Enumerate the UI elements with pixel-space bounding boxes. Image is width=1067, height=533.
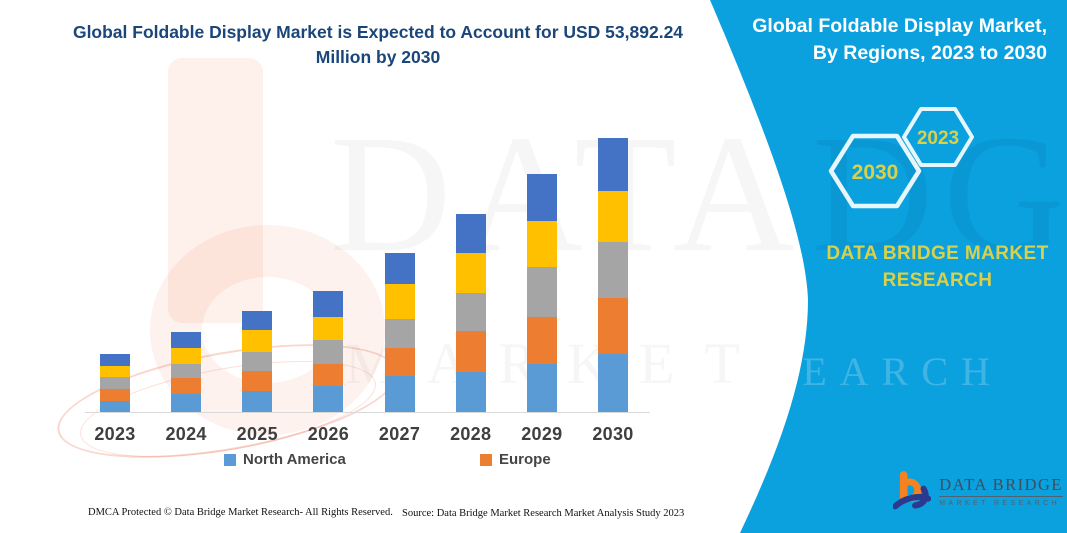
bar-segment-2024-unlabeled-gray-series (171, 364, 202, 378)
bar-segment-2030-unlabeled-dark-blue-series (597, 138, 628, 191)
bar-segment-2025-unlabeled-dark-blue-series (242, 311, 273, 330)
bar-segment-2026-north-america (313, 385, 344, 412)
bar-segment-2023-unlabeled-gray-series (100, 376, 130, 389)
x-axis-label-2030: 2030 (592, 424, 634, 444)
logo-name: DATA BRIDGE (939, 475, 1063, 497)
bar-segment-2025-unlabeled-gray-series (242, 352, 273, 371)
source-note: Source: Data Bridge Market Research Mark… (402, 508, 685, 519)
bar-segment-2030-north-america (597, 353, 628, 412)
bar-segment-2027-unlabeled-gray-series (384, 318, 415, 348)
bar-segment-2026-europe (313, 363, 344, 386)
bar-segment-2028-north-america (455, 371, 486, 412)
legend-label: North America (243, 451, 346, 468)
legend-label: Europe (499, 451, 551, 468)
chart-title: Global Foldable Display Market is Expect… (58, 20, 698, 70)
data-bridge-logo: DATA BRIDGE MARKET RESEARCH (893, 460, 1063, 522)
bar-segment-2026-unlabeled-dark-blue-series (313, 290, 344, 317)
brand-text-line2: RESEARCH (882, 270, 993, 291)
legend-item-europe: Europe (480, 451, 551, 468)
bar-segment-2028-europe (455, 330, 486, 372)
bar-segment-2028-unlabeled-dark-blue-series (455, 213, 486, 253)
bar-segment-2023-unlabeled-dark-blue-series (100, 353, 130, 366)
side-panel-heading-line2: By Regions, 2023 to 2030 (812, 42, 1047, 64)
x-axis-line (85, 412, 650, 413)
bar-segment-2024-europe (171, 378, 202, 394)
bar-segment-2029-unlabeled-dark-blue-series (526, 173, 557, 221)
bar-segment-2024-unlabeled-dark-blue-series (171, 332, 202, 348)
bar-segment-2027-unlabeled-dark-blue-series (384, 252, 415, 284)
dmca-notice: DMCA Protected © Data Bridge Market Rese… (88, 507, 393, 518)
bar-segment-2023-unlabeled-yellow-series (100, 365, 130, 377)
bar-segment-2027-north-america (384, 376, 415, 412)
bar-segment-2023-europe (100, 388, 130, 401)
legend-item-north-america: North America (224, 451, 346, 468)
chart-legend: North America Europe (0, 451, 700, 471)
bar-segment-2027-unlabeled-yellow-series (384, 283, 415, 319)
bar-segment-2029-europe (526, 317, 557, 364)
bar-segment-2029-unlabeled-gray-series (526, 266, 557, 317)
bar-segment-2026-unlabeled-yellow-series (313, 316, 344, 340)
brand-text-block: DATA BRIDGE MARKET RESEARCH (815, 240, 1060, 294)
bar-segment-2023-north-america (100, 400, 130, 412)
bar-segment-2030-unlabeled-gray-series (597, 241, 628, 298)
x-axis-label-2025: 2025 (236, 424, 278, 444)
bar-segment-2024-north-america (171, 394, 202, 412)
x-axis-label-2026: 2026 (307, 424, 350, 444)
bar-segment-2024-unlabeled-yellow-series (171, 348, 202, 364)
x-axis-label-2029: 2029 (521, 424, 563, 444)
bar-segment-2025-europe (242, 370, 273, 391)
bar-segment-2030-unlabeled-yellow-series (597, 190, 628, 242)
chart-title-line1: Global Foldable Display Market is Expect… (72, 22, 684, 42)
bar-segment-2026-unlabeled-gray-series (313, 339, 344, 364)
x-axis-label-2027: 2027 (378, 424, 421, 444)
bar-segment-2025-unlabeled-yellow-series (242, 329, 273, 352)
legend-swatch-icon (224, 453, 236, 466)
bar-segment-2028-unlabeled-gray-series (455, 292, 486, 331)
bar-segment-2028-unlabeled-yellow-series (455, 252, 486, 293)
x-axis-label-2024: 2024 (165, 424, 207, 444)
bar-segment-2029-unlabeled-yellow-series (526, 220, 557, 267)
legend-swatch-icon (480, 453, 492, 466)
bar-segment-2025-north-america (242, 391, 273, 412)
bar-segment-2030-europe (597, 297, 628, 354)
logo-subtitle: MARKET RESEARCH (939, 500, 1061, 507)
bar-segment-2029-north-america (526, 364, 557, 412)
brand-text-line1: DATA BRIDGE MARKET (826, 243, 1049, 264)
side-panel-heading: Global Foldable Display Market, By Regio… (717, 13, 1047, 67)
bar-segment-2027-europe (384, 347, 415, 376)
chart-title-line2: Million by 2030 (315, 47, 441, 67)
side-panel-heading-line1: Global Foldable Display Market, (752, 15, 1047, 37)
x-axis-label-2028: 2028 (450, 424, 492, 444)
data-bridge-logo-icon (893, 471, 932, 510)
x-axis-label-2023: 2023 (94, 424, 136, 444)
logo-words: DATA BRIDGE MARKET RESEARCH (939, 475, 1063, 507)
